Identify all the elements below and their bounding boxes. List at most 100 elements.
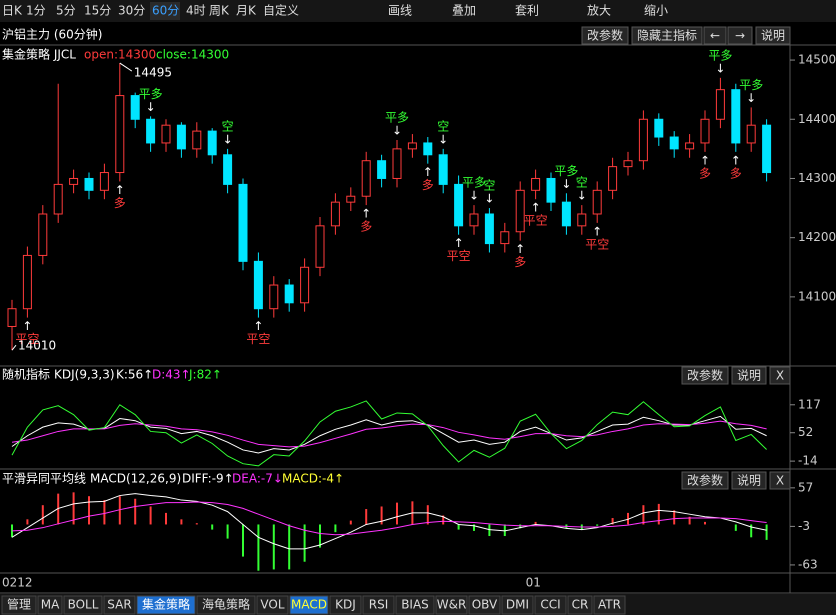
tab[interactable]: SAR <box>107 598 131 612</box>
signal-arrow: ↑ <box>592 224 602 238</box>
signal-arrow: ↑ <box>531 201 541 215</box>
y-tick-label: 14100 <box>798 289 836 303</box>
candle-body <box>732 90 740 143</box>
toolbar-item[interactable]: 叠加 <box>452 4 476 18</box>
tab[interactable]: CCI <box>540 598 560 612</box>
candle-body <box>331 202 339 226</box>
panel-button[interactable]: X <box>776 369 784 383</box>
tab[interactable]: OBV <box>472 598 498 612</box>
candle-body <box>270 285 278 309</box>
signal-label: 多 <box>730 166 742 180</box>
y-tick-label: 14500 <box>798 53 836 67</box>
candle-body <box>254 261 262 308</box>
toolbar-item[interactable]: 放大 <box>587 3 611 18</box>
signal-arrow: ↑ <box>22 319 32 333</box>
toolbar-item[interactable]: 自定义 <box>263 3 299 18</box>
toolbar-item[interactable]: 套利 <box>515 4 539 18</box>
tab[interactable]: 海龟策略 <box>202 597 250 612</box>
y-tick-label: -14 <box>798 454 818 468</box>
max-pointer <box>120 63 132 71</box>
y-tick-label: 57 <box>798 480 813 494</box>
candle-body <box>670 137 678 149</box>
signal-arrow: ↑ <box>361 207 371 221</box>
signal-label: 空 <box>222 119 234 133</box>
signal-arrow: ↑ <box>731 153 741 167</box>
tab[interactable]: BIAS <box>401 598 429 612</box>
candle-body <box>532 178 540 190</box>
tab[interactable]: CR <box>572 598 589 612</box>
candle-body <box>224 155 232 185</box>
candle-body <box>301 267 309 303</box>
panel-button[interactable]: 改参数 <box>687 473 723 488</box>
indicator-title: 平滑异同平均线 <box>2 472 86 486</box>
signal-arrow: ↑ <box>423 165 433 179</box>
x-tick-label: 0212 <box>2 576 33 590</box>
toolbar-item[interactable]: 60分 <box>152 4 179 18</box>
y-tick-label: 14300 <box>798 171 836 185</box>
toolbar-item[interactable]: 4时 <box>186 4 206 18</box>
panel-button[interactable]: X <box>776 474 784 488</box>
panel-button[interactable]: 说明 <box>737 473 761 488</box>
kdj-line <box>12 416 767 453</box>
signal-label: 平多 <box>708 48 732 62</box>
candle-body <box>562 202 570 226</box>
toolbar-item[interactable]: 5分 <box>56 4 76 18</box>
candle-body <box>747 125 755 143</box>
toolbar-item[interactable]: 缩小 <box>644 3 668 18</box>
kdj-line <box>12 401 767 466</box>
indicator-title: 随机指标 <box>2 367 50 382</box>
candle-body <box>655 119 663 137</box>
tab[interactable]: RSI <box>369 598 389 612</box>
signal-arrow: ↑ <box>253 319 263 333</box>
panel-button[interactable]: 改参数 <box>687 368 723 383</box>
candle-body <box>393 149 401 179</box>
tab[interactable]: 管理 <box>7 597 31 612</box>
indicator-params: MACD(12,26,9) <box>90 472 181 486</box>
signal-label: 多 <box>422 178 434 192</box>
candle-body <box>162 125 170 143</box>
tab[interactable]: W&R <box>437 598 467 612</box>
candle-body <box>716 90 724 120</box>
tab[interactable]: 集金策略 <box>142 597 190 612</box>
header-button[interactable]: → <box>735 29 745 43</box>
diff-label: DIFF:-9↑ <box>182 472 234 486</box>
header-button[interactable]: 隐藏主指标 <box>637 28 697 43</box>
header-button[interactable]: ← <box>710 29 720 43</box>
signal-arrow: ↑ <box>115 183 125 197</box>
tab[interactable]: DMI <box>506 598 529 612</box>
panel-button[interactable]: 说明 <box>737 368 761 383</box>
candle-body <box>23 255 31 308</box>
signal-arrow: ↓ <box>469 189 479 203</box>
header-button[interactable]: 说明 <box>761 28 785 43</box>
y-tick-label: -63 <box>798 557 818 571</box>
signal-label: 平空 <box>585 237 609 251</box>
signal-arrow: ↓ <box>392 123 402 137</box>
tab[interactable]: KDJ <box>335 598 356 612</box>
tab[interactable]: ATR <box>598 598 621 612</box>
toolbar-item[interactable]: 1分 <box>26 4 46 18</box>
indicator-name: 集金策略 JJCL <box>2 47 76 62</box>
kdj-line <box>12 421 767 447</box>
tab[interactable]: MA <box>41 598 60 612</box>
candle-body <box>362 161 370 197</box>
toolbar-item[interactable]: 画线 <box>388 4 412 18</box>
toolbar-item[interactable]: 30分 <box>118 4 145 18</box>
k-label: K:56↑ <box>116 368 153 382</box>
macd-line <box>12 502 767 535</box>
candle-body <box>177 125 185 149</box>
toolbar-item[interactable]: 周K <box>209 4 230 18</box>
tab[interactable]: MACD <box>291 598 327 612</box>
signal-label: 空 <box>437 119 449 133</box>
candle-body <box>424 143 432 155</box>
tab[interactable]: BOLL <box>68 598 99 612</box>
symbol-title: 沪铝主力 (60分钟) <box>2 27 102 42</box>
signal-label: 多 <box>514 255 526 269</box>
toolbar-item[interactable]: 日K <box>2 4 23 18</box>
toolbar-item[interactable]: 月K <box>236 4 257 18</box>
signal-arrow: ↑ <box>700 153 710 167</box>
signal-arrow: ↓ <box>577 189 587 203</box>
candle-body <box>285 285 293 303</box>
toolbar-item[interactable]: 15分 <box>84 4 111 18</box>
header-button[interactable]: 改参数 <box>587 28 623 43</box>
tab[interactable]: VOL <box>260 598 284 612</box>
